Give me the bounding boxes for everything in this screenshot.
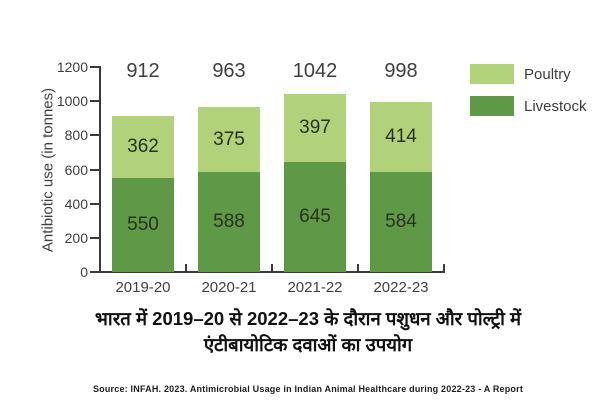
bar-segment-livestock: 645 — [284, 161, 346, 272]
bar-total-label: 998 — [384, 60, 418, 82]
y-tick-label: 600 — [64, 161, 88, 178]
legend-label: Poultry — [524, 65, 571, 83]
y-tick-mark — [90, 168, 99, 171]
legend-item-livestock: Livestock — [470, 96, 587, 116]
legend: Poultry Livestock — [470, 64, 587, 128]
bar-segment-poultry: 375 — [198, 107, 260, 172]
x-tick-mark — [271, 264, 273, 272]
x-tick-mark — [357, 264, 359, 272]
y-tick-mark — [90, 202, 99, 205]
bar-value-label: 588 — [213, 210, 245, 232]
y-tick-label: 0 — [80, 264, 88, 280]
bar-value-label: 414 — [385, 125, 417, 147]
bar-value-label: 375 — [213, 128, 245, 150]
y-tick-mark — [90, 134, 99, 137]
bar-segment-livestock: 550 — [112, 178, 174, 272]
legend-item-poultry: Poultry — [470, 64, 587, 84]
chart-title-line2: एंटीबायोटिक दवाओं का उपयोग — [203, 334, 413, 355]
livestock-swatch — [470, 96, 514, 116]
bar-total-label: 1042 — [292, 60, 338, 82]
bar-total-label: 912 — [126, 60, 160, 82]
bar-value-label: 584 — [385, 211, 417, 233]
y-tick-mark — [90, 271, 99, 273]
x-tick-mark — [185, 264, 187, 272]
y-tick-mark — [90, 236, 99, 239]
y-tick-label: 800 — [64, 127, 88, 144]
bar-segment-poultry: 397 — [284, 93, 346, 162]
bar-value-label: 362 — [127, 136, 159, 158]
bar-value-label: 550 — [127, 214, 159, 235]
bar-segment-poultry: 414 — [370, 101, 432, 173]
x-axis-line — [99, 271, 445, 273]
y-tick-label: 1200 — [56, 59, 88, 75]
x-tick-category-label: 2022-23 — [373, 279, 429, 296]
source-note: Source: INFAH. 2023. Antimicrobial Usage… — [92, 384, 524, 394]
x-tick-category-label: 2021-22 — [287, 279, 343, 296]
x-tick-category-label: 2020-21 — [201, 279, 257, 296]
legend-label: Livestock — [524, 97, 587, 115]
y-tick-mark — [90, 100, 99, 103]
poultry-swatch — [470, 64, 514, 84]
y-tick-label: 400 — [64, 195, 88, 212]
x-tick-category-label: 2019-20 — [115, 279, 171, 296]
y-tick-label: 200 — [64, 229, 88, 246]
y-tick-label: 1000 — [56, 93, 88, 110]
chart-title-line1: भारत में 2019–20 से 2022–23 के दौरान पशु… — [94, 308, 522, 329]
bar-value-label: 645 — [299, 205, 331, 227]
bar-value-label: 397 — [299, 116, 331, 138]
chart-title: भारत में 2019–20 से 2022–23 के दौरान पशु… — [0, 306, 616, 358]
y-axis-line — [99, 66, 101, 273]
bar-segment-livestock: 584 — [370, 172, 432, 272]
x-tick-mark — [443, 264, 445, 272]
y-tick-mark — [90, 66, 99, 68]
bar-segment-poultry: 362 — [112, 116, 174, 179]
bar-segment-livestock: 588 — [198, 171, 260, 272]
bar-total-label: 963 — [212, 60, 246, 82]
